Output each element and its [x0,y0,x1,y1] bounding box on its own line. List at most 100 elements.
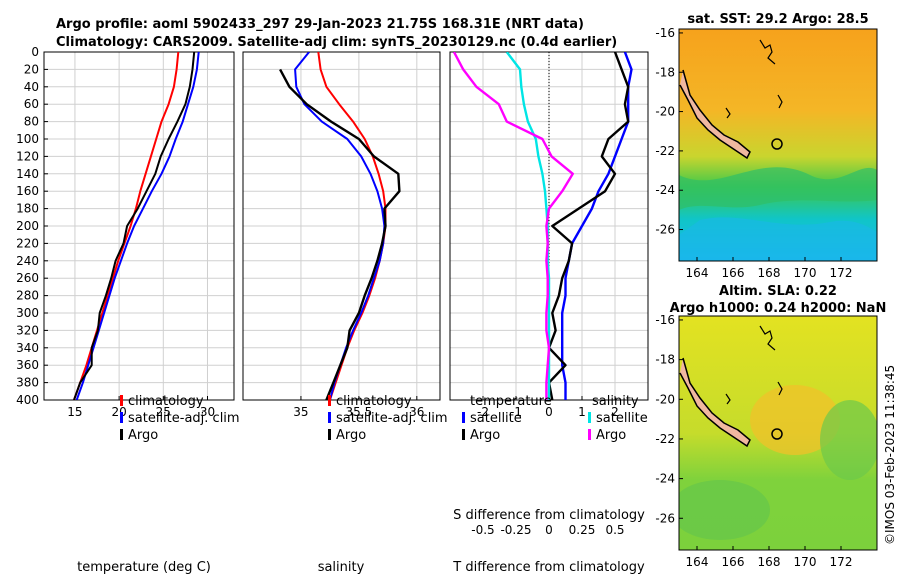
sla-map-title-line2: Argo h1000: 0.24 h2000: NaN [670,301,887,316]
legend-swatch-s-satellite [588,412,591,423]
legend-t-argo: Argo [470,428,500,443]
salinity-series [279,52,401,400]
legend-swatch-s-argo [588,429,591,440]
sst-map-title: sat. SST: 29.2 Argo: 28.5 [687,12,868,27]
s-tick-label: 0.25 [569,523,596,537]
imos-watermark: ©IMOS 03-Feb-2023 11:38:45 [883,365,897,545]
legend-s-satellite: satellite [596,411,648,426]
s-difference-x-axis: -0.5 -0.25 0 0.25 0.5 [471,523,624,537]
sla-map: Altim. SLA: 0.22 Argo h1000: 0.24 h2000:… [655,284,886,569]
argo-position-marker [771,428,783,440]
sst-warm-front [679,167,877,210]
x-tick-label: 1 [578,405,586,419]
sla-map-axes: 164 166 168 170 172 -16 -18 -20 -22 -24 -26 [655,313,852,569]
legend-swatch-argo [328,429,331,440]
y-tick-label: 160 [16,184,39,198]
legend-argo: Argo [128,428,158,443]
y-tick-label: 220 [16,236,39,250]
map-y-tick-label: -20 [655,392,675,406]
legend-salinity-title: salinity [592,394,639,409]
sla-coastlines [679,325,783,448]
map-x-tick-label: 164 [686,555,709,569]
legend-satellite: satellite-adj. clim [336,411,448,426]
y-tick-label: 360 [16,358,39,372]
map-y-tick-label: -20 [655,105,675,119]
map-x-tick-label: 170 [794,555,817,569]
map-y-tick-label: -24 [655,472,675,486]
salinity-xlabel: salinity [318,560,365,575]
map-y-tick-label: -18 [655,65,675,79]
map-y-tick-label: -22 [655,144,675,158]
legend-swatch-climatology [328,395,331,406]
map-x-tick-label: 166 [722,555,745,569]
map-y-tick-label: -26 [655,511,675,525]
sla-low-anomaly [820,400,877,480]
difference-series [452,52,633,400]
sst-coastlines [679,39,783,160]
map-x-tick-label: 170 [794,266,817,280]
s-difference-label: S difference from climatology [453,508,645,523]
depth-axis: 0 20 40 60 80 100 120 140 160 180 200 220 240 260 280 3… [16,45,48,407]
header-title-line1: Argo profile: aoml 5902433_297 29-Jan-20… [56,17,584,32]
s-axis-background [452,505,646,541]
temperature-grid [44,51,234,401]
series-line-t-satellite [561,52,633,400]
y-tick-label: 20 [24,62,39,76]
map-y-tick-label: -18 [655,353,675,367]
map-x-tick-label: 168 [758,555,781,569]
new-caledonia-coast [679,357,751,448]
temperature-series [73,52,200,400]
x-tick-label: 20 [111,405,126,419]
sst-cool-region [679,217,877,261]
y-tick-label: 400 [16,393,39,407]
legend-s-argo: Argo [596,428,626,443]
legend-satellite: satellite-adj. clim [128,411,240,426]
temperature-xlabel: temperature (deg C) [77,560,211,575]
legend-argo: Argo [336,428,366,443]
s-tick-label: -0.25 [500,523,531,537]
legend-swatch-satellite [328,412,331,423]
t-difference-xlabel: T difference from climatology [452,560,645,575]
x-tick-label: 35.5 [346,405,373,419]
y-tick-label: 280 [16,289,39,303]
map-x-tick-label: 166 [722,266,745,280]
map-x-tick-label: 164 [686,266,709,280]
map-x-tick-label: 168 [758,266,781,280]
sst-map: sat. SST: 29.2 Argo: 28.5 164 166 168 170 17… [655,12,878,280]
difference-legend: temperature satellite Argo salinity sate… [462,394,648,443]
map-y-tick-label: -26 [655,223,675,237]
map-x-tick-label: 172 [830,555,853,569]
vanuatu-coast [759,39,776,65]
map-y-tick-label: -24 [655,183,675,197]
legend-swatch-climatology [120,395,123,406]
sst-map-frame [678,28,878,262]
y-tick-label: 100 [16,132,39,146]
y-tick-label: 300 [16,306,39,320]
x-tick-label: 25 [156,405,171,419]
legend-temperature-title: temperature [470,394,552,409]
series-line-argo [73,52,196,400]
series-line-s-argo [452,52,574,400]
legend-swatch-satellite [120,412,123,423]
island-coast [777,94,783,109]
legend-swatch-t-argo [462,429,465,440]
x-tick-label: 35 [293,405,308,419]
y-tick-label: 380 [16,376,39,390]
x-tick-label: 0 [545,405,553,419]
series-line-t-argo [547,52,630,400]
series-line-satellite-adj-clim [75,52,200,400]
s-tick-label: 0 [545,523,553,537]
y-tick-label: 120 [16,149,39,163]
legend-swatch-t-satellite [462,412,465,423]
header-title-line2: Climatology: CARS2009. Satellite-adj cli… [56,35,617,50]
map-y-tick-label: -16 [655,313,675,327]
argo-position-marker [771,138,783,150]
legend-swatch-argo [120,429,123,440]
temperature-panel: 0 20 40 60 80 100 120 140 160 180 200 220 240 260 280 3… [16,45,240,575]
sla-low-anomaly [679,480,770,540]
temperature-legend: climatology satellite-adj. clim Argo [120,394,240,443]
salinity-axes-box [242,51,441,401]
x-tick-label: -2 [477,405,489,419]
y-tick-label: 40 [24,80,39,94]
y-tick-label: 80 [24,115,39,129]
